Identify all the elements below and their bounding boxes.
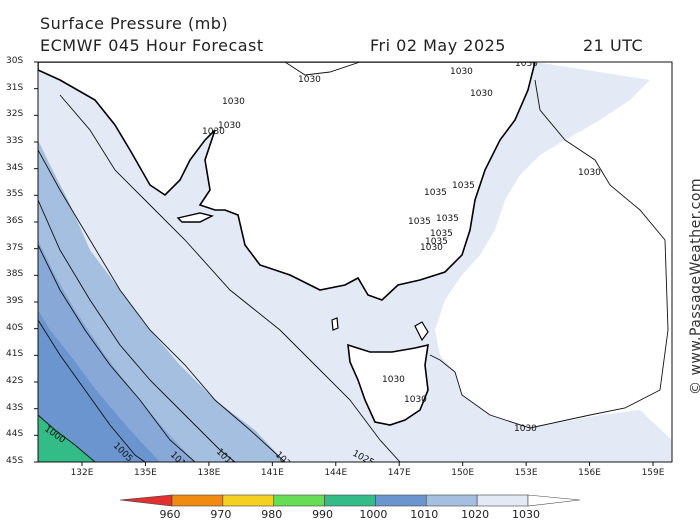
isobar-label: 1030 [382, 375, 405, 385]
isobar-1030-east [429, 79, 669, 429]
latitude-label: 37S [6, 242, 24, 253]
isobar-1025 [59, 94, 401, 462]
isobar-label: 1030 [420, 243, 443, 253]
isobar-label: 1030 [222, 97, 245, 107]
isobar-1000 [38, 414, 96, 462]
colorbar-value-label: 1000 [359, 508, 388, 521]
latitude-label: 43S [6, 402, 24, 413]
australia-mainland [38, 62, 536, 301]
tasmania [347, 343, 429, 426]
isobar-1010 [38, 244, 196, 462]
isobar-label: 1030 [450, 67, 473, 77]
isobar-label: 1030 [470, 89, 493, 99]
longitude-label: 144E [324, 468, 348, 478]
longitude-label: 132E [70, 468, 94, 478]
colorbar-value-label: 1020 [461, 508, 490, 521]
longitude-label: 159E [641, 468, 665, 478]
band-1005 [38, 310, 160, 462]
longitude-label: 147E [387, 468, 411, 478]
isobar-1030-north [284, 62, 361, 76]
colorbar-value-label: 970 [210, 508, 232, 521]
isobar-label: 1030 [218, 121, 241, 131]
latitude-label: 39S [6, 296, 24, 306]
latitude-label: 34S [6, 162, 24, 173]
latitude-label: 31S [6, 82, 24, 93]
isobar-label: 1030 [404, 395, 427, 405]
isobar-label: 1035 [425, 237, 448, 247]
isobar-label: 1035 [408, 217, 431, 227]
colorbar-segment [171, 494, 224, 507]
isobar-label: 1020 [273, 450, 296, 473]
latitude-label: 41S [6, 349, 24, 360]
colorbar-value-label: 960 [159, 508, 181, 521]
isobar-1015 [38, 199, 236, 462]
colorbar-segment [273, 494, 325, 507]
latitude-label: 42S [6, 376, 24, 386]
colorbar-segment [324, 494, 376, 507]
colorbar-left-arrow [119, 494, 173, 507]
isobar-label: 1030 [515, 59, 538, 69]
latitude-label: 30S [6, 56, 24, 66]
latitude-label: 45S [6, 456, 24, 466]
longitude-label: 156E [578, 468, 601, 478]
latitude-label: 33S [6, 136, 24, 146]
king-island [331, 317, 339, 331]
longitude-label: 150E [451, 468, 475, 478]
colorbar-value-label: 1010 [410, 508, 439, 521]
latitude-label: 35S [6, 189, 24, 200]
latitude-label: 44S [6, 429, 24, 440]
forecast-model: ECMWF 045 Hour Forecast [40, 36, 264, 55]
latitude-label: 40S [6, 322, 24, 333]
latitude-label: 32S [6, 109, 24, 120]
kangaroo-island [176, 212, 215, 223]
colorbar-segment [476, 494, 529, 507]
isobar-label: 1030 [298, 75, 321, 85]
longitude-label: 141E [260, 468, 284, 478]
isobar-label: 1035 [452, 181, 475, 191]
colorbar-value-label: 1030 [512, 508, 540, 521]
colorbar-value-label: 990 [312, 508, 334, 521]
pressure-colorbar [119, 494, 581, 507]
longitude-label: 138E [197, 468, 221, 478]
credit-text: © www.PassageWeather.com [688, 177, 700, 395]
latitude-label: 36S [6, 216, 24, 226]
colorbar-segment [425, 494, 478, 507]
high-pressure-region [435, 62, 672, 440]
isobar-label: 1010 [168, 450, 191, 473]
isobar-label: 1030 [202, 127, 225, 137]
flinders-island [414, 321, 429, 342]
longitude-label: 135E [134, 468, 157, 478]
isobar-label: 1035 [436, 214, 459, 224]
map-frame [37, 61, 673, 463]
isobar-label: 1035 [424, 188, 447, 198]
forecast-time: 21 UTC [583, 36, 644, 55]
isobar-1005 [38, 319, 146, 462]
colorbar-right-arrow [527, 494, 581, 507]
colorbar-segment [222, 494, 275, 507]
isobar-label: 1035 [430, 229, 453, 239]
latitude-label: 38S [6, 269, 24, 280]
isobar-label: 1030 [578, 168, 601, 178]
isobar-label: 1030 [514, 424, 537, 434]
map-title: Surface Pressure (mb) [40, 14, 229, 33]
colorbar-value-label: 980 [261, 508, 283, 521]
longitude-label: 153E [514, 468, 538, 478]
isobar-1020 [38, 149, 286, 462]
forecast-date: Fri 02 May 2025 [370, 36, 506, 55]
colorbar-segment [375, 494, 427, 507]
